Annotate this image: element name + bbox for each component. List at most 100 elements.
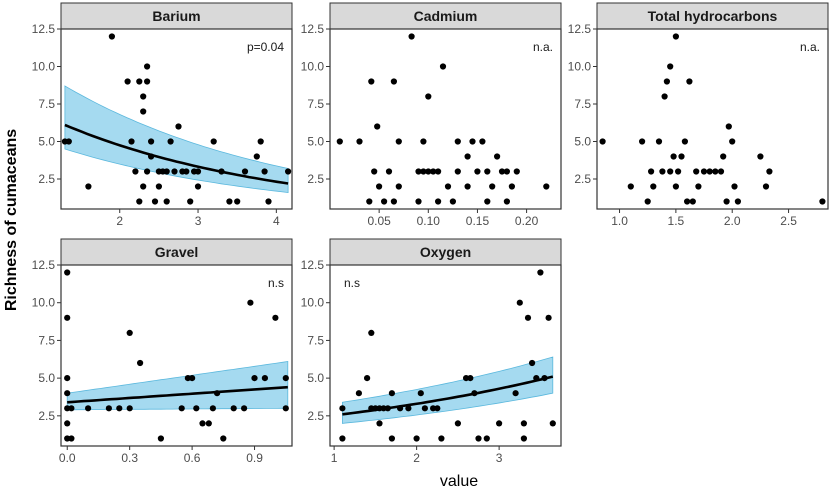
data-point-total-hydrocarbons [599,138,606,145]
x-axis-title: value [440,473,478,490]
data-point-gravel [199,420,206,427]
panel-border-gravel [60,264,293,447]
data-point-gravel [247,299,254,306]
strip-cadmium [329,2,562,30]
data-point-barium [128,138,135,145]
data-point-cadmium [508,183,515,190]
data-point-total-hydrocarbons [663,78,671,85]
x-tick-label-gravel: 0.3 [121,451,138,465]
data-point-barium [144,168,151,175]
data-point-oxygen [413,435,420,442]
data-point-barium [226,198,233,205]
y-tick-label-cadmium: 5.0 [307,135,324,149]
data-point-cadmium [513,168,520,175]
data-point-cadmium [385,168,393,175]
data-point-total-hydrocarbons [700,168,708,175]
y-tick-label-total-hydrocarbons: 5.0 [574,135,591,149]
y-tick-label-barium: 2.5 [38,172,55,186]
data-point-oxygen [339,405,346,412]
panel-border-total-hydrocarbons [596,28,829,210]
data-point-barium [144,63,151,70]
strip-total-hydrocarbons [596,2,829,30]
data-point-oxygen [376,420,383,427]
data-point-total-hydrocarbons [689,198,696,205]
confidence-band-barium [64,85,289,193]
significance-label-gravel: n.s [268,276,284,290]
x-tick-label-total-hydrocarbons: 2.0 [724,214,741,228]
data-point-total-hydrocarbons [712,168,719,175]
data-point-oxygen [537,269,544,276]
data-point-total-hydrocarbons [661,93,668,100]
data-point-total-hydrocarbons [819,198,826,205]
data-point-oxygen [388,390,395,397]
data-point-barium [124,78,131,85]
data-point-barium [140,183,147,190]
data-point-total-hydrocarbons [639,138,646,145]
y-tick-label-barium: 5.0 [38,135,55,149]
significance-label-oxygen: n.s [344,276,360,290]
data-point-cadmium [494,153,501,160]
data-point-barium [65,138,72,145]
data-point-total-hydrocarbons [627,183,634,190]
data-point-barium [132,168,139,175]
data-point-total-hydrocarbons [757,153,764,160]
data-point-gravel [137,359,144,367]
data-point-total-hydrocarbons [684,198,691,205]
data-point-cadmium [420,168,427,175]
data-point-oxygen [417,390,424,397]
data-point-cadmium [435,198,442,205]
data-point-total-hydrocarbons [667,63,674,70]
data-point-total-hydrocarbons [655,138,663,145]
data-point-cadmium [543,183,550,190]
y-tick-label-gravel: 7.5 [38,333,55,347]
data-point-gravel [261,375,268,382]
data-point-cadmium [484,168,491,175]
data-point-cadmium [395,138,402,145]
data-point-gravel [282,405,289,412]
data-point-total-hydrocarbons [672,183,680,190]
data-point-cadmium [489,183,496,190]
data-point-total-hydrocarbons [695,183,702,190]
data-point-oxygen [405,405,412,412]
panel-border-cadmium [329,28,562,210]
panel-barium: Barium p=0.04 2.5 5.0 7.5 10.0 12.5 2 3 4 [32,2,293,228]
data-point-cadmium [395,183,402,190]
data-point-total-hydrocarbons [681,138,689,145]
data-point-barium [194,183,202,190]
y-tick-label-oxygen: 10.0 [301,296,325,310]
data-point-oxygen [516,299,523,306]
data-point-gravel [64,420,71,427]
data-point-gravel [282,375,289,382]
y-axis-title: Richness of cumaceans [3,129,20,311]
data-point-oxygen [545,314,552,321]
x-tick-label-total-hydrocarbons: 1.5 [668,214,685,228]
y-tick-label-gravel: 10.0 [32,296,56,310]
data-point-barium [155,183,162,190]
data-point-cadmium [469,138,476,145]
y-tick-label-oxygen: 12.5 [301,258,325,272]
data-point-oxygen [475,435,482,442]
y-tick-label-total-hydrocarbons: 2.5 [574,172,591,186]
x-tick-label-barium: 3 [195,214,202,228]
data-point-cadmium [474,168,481,175]
data-point-gravel [205,420,212,427]
data-point-barium [234,198,241,205]
data-point-total-hydrocarbons [725,123,732,130]
data-point-gravel [68,405,75,412]
data-point-total-hydrocarbons [686,78,693,85]
data-point-oxygen [496,420,503,427]
data-point-barium [194,168,202,175]
y-tick-label-cadmium: 12.5 [301,22,325,36]
data-point-barium [285,168,292,175]
data-point-oxygen [421,405,428,412]
x-tick-label-gravel: 0.9 [246,451,263,465]
data-point-barium [183,168,190,175]
data-point-cadmium [415,198,422,205]
y-tick-label-cadmium: 2.5 [307,172,324,186]
significance-label-total-hydrocarbons: n.a. [800,40,820,54]
panel-border-oxygen [329,264,562,447]
data-point-barium [144,78,151,85]
data-point-barium [253,153,260,160]
y-tick-label-oxygen: 5.0 [307,371,324,385]
